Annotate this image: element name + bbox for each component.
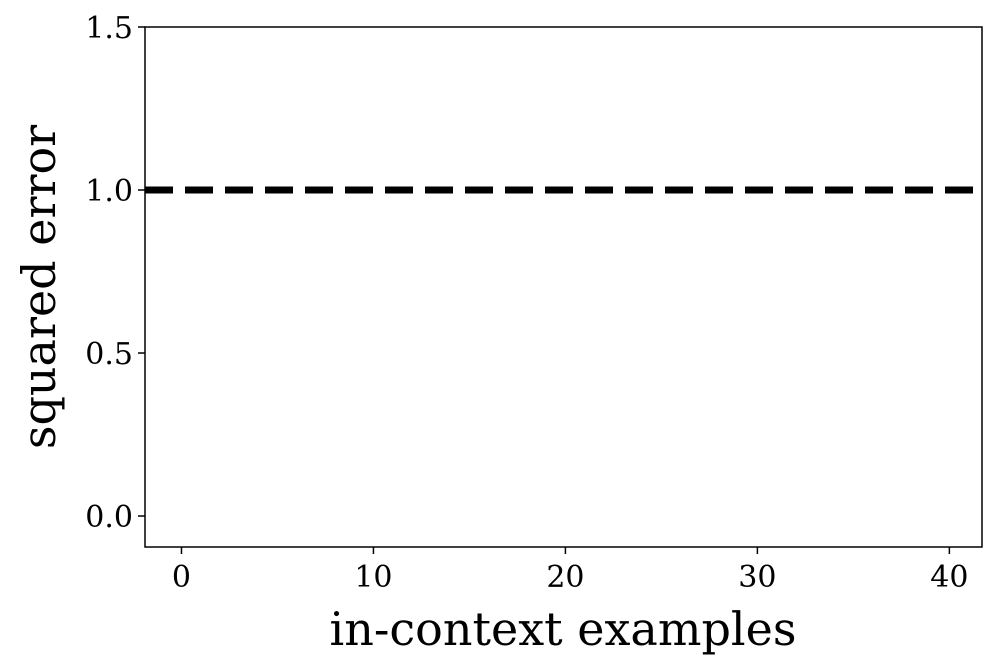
y-tick-label: 0.5 xyxy=(85,337,133,372)
y-tick-label: 1.0 xyxy=(85,174,133,209)
x-tick-label: 10 xyxy=(354,560,392,595)
y-tick-label: 0.0 xyxy=(85,500,133,535)
x-tick-label: 20 xyxy=(546,560,584,595)
plot-area xyxy=(145,186,982,194)
x-tick-label: 30 xyxy=(738,560,776,595)
x-tick-label: 40 xyxy=(930,560,968,595)
x-axis-label: in-context examples xyxy=(330,602,797,656)
axes-frame xyxy=(144,26,983,548)
y-tick-label: 1.5 xyxy=(85,11,133,46)
y-axis-label: squared error xyxy=(12,125,66,449)
x-tick-label: 0 xyxy=(172,560,191,595)
